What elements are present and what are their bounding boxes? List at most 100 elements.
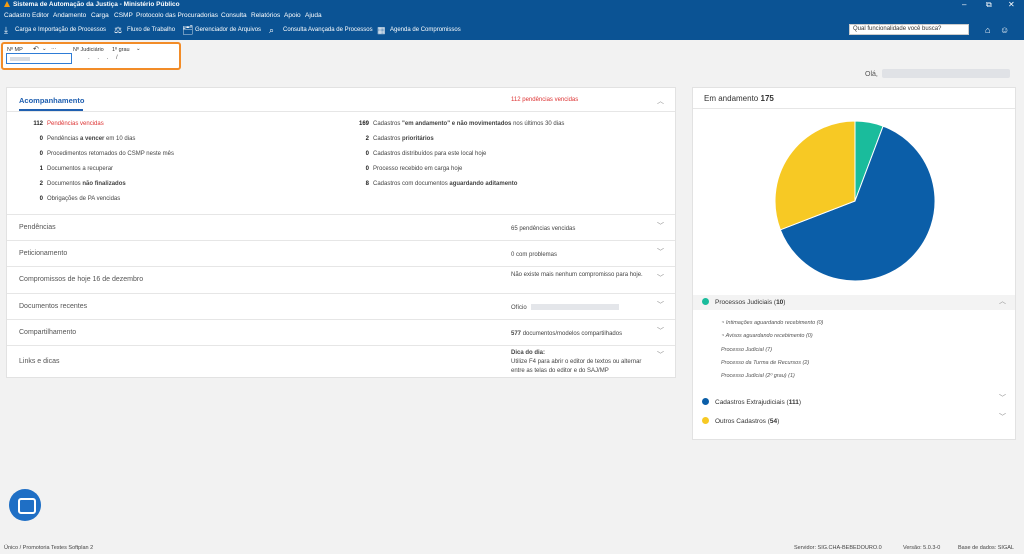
section-status: 65 pendências vencidas	[511, 226, 576, 232]
stat-right-2[interactable]: 0 Cadastros distribuídos para este local …	[359, 151, 487, 157]
undo-icon[interactable]: ↶	[33, 46, 39, 53]
stat-label: Cadastros "em andamento" e não movimenta…	[373, 121, 564, 127]
section-status: 0 com problemas	[511, 252, 558, 258]
stat-label: Obrigações de PA vencidas	[47, 196, 120, 202]
chevron-down-icon[interactable]: ⌄	[42, 46, 47, 52]
chevron-down-icon[interactable]: ﹀	[999, 395, 1006, 402]
stat-number: 0	[365, 151, 369, 157]
mp-number-value	[10, 57, 30, 61]
active-indicator	[19, 109, 83, 111]
chevron-down-icon[interactable]: ﹀	[657, 328, 664, 335]
menu-protocolo[interactable]: Protocolo das Procuradorias	[136, 12, 219, 19]
sub-segundo-grau[interactable]: Processo Judicial (2º grau) (1)	[721, 373, 795, 379]
menu-carga[interactable]: Carga	[91, 12, 109, 19]
greeting: Olá,	[865, 71, 878, 78]
close-icon[interactable]: ✕	[1008, 0, 1015, 9]
stat-text: Cadastros	[373, 136, 403, 142]
stat-number: 8	[365, 181, 369, 187]
search-input[interactable]: Qual funcionalidade você busca?	[849, 24, 969, 35]
menu-bar: Cadastro Editor Andamento Carga CSMP Pro…	[0, 10, 1024, 21]
section-documentos-recentes[interactable]: Documentos recentes Ofício ﹀	[7, 293, 675, 319]
section-compartilhamento[interactable]: Compartilhamento 577 documentos/modelos …	[7, 319, 675, 345]
menu-apoio[interactable]: Apoio	[284, 12, 301, 19]
panel-total: 175	[760, 94, 774, 103]
mp-number-input[interactable]	[6, 53, 72, 64]
stat-left-1[interactable]: 0 Pendências a vencer em 10 dias	[19, 136, 136, 142]
stat-right-3[interactable]: 0 Processo recebido em carga hoje	[359, 166, 463, 172]
chat-button[interactable]	[9, 489, 41, 521]
chevron-down-icon[interactable]: ﹀	[657, 223, 664, 230]
toolbar-arquivos[interactable]: Gerenciador de Arquivos	[195, 27, 262, 33]
chevron-down-icon[interactable]: ﹀	[657, 275, 664, 282]
legend-label: Outros Cadastros	[715, 418, 766, 425]
stat-left-4[interactable]: 2 Documentos não finalizados	[19, 181, 126, 187]
chevron-down-icon[interactable]: ﹀	[657, 352, 664, 359]
home-icon[interactable]: ⌂	[985, 25, 991, 35]
chevron-down-icon[interactable]: ﹀	[657, 249, 664, 256]
stat-label: Pendências a vencer em 10 dias	[47, 136, 135, 142]
section-compromissos[interactable]: Compromissos de hoje 16 de dezembro Não …	[7, 266, 675, 293]
section-pendencias[interactable]: Pendências 65 pendências vencidas ﹀	[7, 214, 675, 240]
stat-left-2[interactable]: 0 Procedimentos retornados do CSMP neste …	[19, 151, 174, 157]
mp-label: Nº MP	[7, 47, 23, 53]
stat-left-0[interactable]: 112 Pendências vencidas	[19, 121, 103, 127]
folder-icon[interactable]: 🗂	[182, 25, 194, 35]
chevron-down-icon[interactable]: ﹀	[999, 414, 1006, 421]
users-icon[interactable]: ☺	[1000, 25, 1010, 35]
stat-number: 2	[39, 181, 43, 187]
stat-text: Documentos	[47, 181, 83, 187]
stat-label: Procedimentos retornados do CSMP neste m…	[47, 151, 174, 157]
stat-label: Cadastros com documentos aguardando adit…	[373, 181, 517, 187]
calendar-icon[interactable]: ▦	[377, 25, 386, 35]
section-status: Ofício	[511, 304, 619, 313]
sub-avisos[interactable]: ◔ Avisos aguardando recebimento (0)	[721, 333, 813, 339]
sub-processo-judicial[interactable]: Processo Judicial (7)	[721, 347, 773, 353]
maximize-icon[interactable]: ⧉	[986, 0, 992, 9]
chevron-up-icon[interactable]: ︿	[999, 298, 1006, 305]
menu-csmp[interactable]: CSMP	[114, 12, 133, 19]
menu-andamento[interactable]: Andamento	[53, 12, 87, 19]
menu-consulta[interactable]: Consulta	[221, 12, 247, 19]
chevron-down-icon[interactable]: ﹀	[657, 302, 664, 309]
menu-relatorios[interactable]: Relatórios	[251, 12, 281, 19]
toolbar-carga[interactable]: Carga e Importação de Processos	[15, 27, 107, 33]
nj-number-input[interactable]: . . . /	[88, 55, 121, 61]
workflow-icon[interactable]: ⚖	[114, 25, 123, 35]
section-peticionamento[interactable]: Peticionamento 0 com problemas ﹀	[7, 240, 675, 266]
acompanhamento-header[interactable]: Acompanhamento 112 pendências vencidas ︿	[7, 88, 675, 112]
minimize-icon[interactable]: –	[962, 0, 967, 9]
section-links-dicas[interactable]: Links e dicas Dica do dia: Utilize F4 par…	[7, 345, 675, 379]
stat-text: Documentos a recuperar	[47, 166, 114, 172]
stat-emphasis: não finalizados	[82, 181, 126, 187]
stat-label: Processo recebido em carga hoje	[373, 166, 462, 172]
legend-cadastros-extrajudiciais[interactable]: Cadastros Extrajudiciais (111)	[702, 398, 801, 406]
sub-turma-recursos[interactable]: Processo da Turma de Recursos (2)	[721, 360, 810, 366]
grau-select[interactable]: 1º grau	[112, 47, 130, 53]
chevron-up-icon[interactable]: ︿	[657, 98, 664, 105]
toolbar-consulta[interactable]: Consulta Avançada de Processos	[283, 27, 373, 33]
stat-right-0[interactable]: 169 Cadastros "em andamento" e não movime…	[359, 121, 564, 127]
sub-intimacoes[interactable]: ◔ Intimações aguardando recebimento (0)	[721, 320, 824, 326]
stat-number: 2	[365, 136, 369, 142]
stat-number: 1	[39, 166, 43, 172]
more-icon[interactable]: …	[51, 45, 57, 51]
menu-editor[interactable]: Editor	[32, 12, 49, 19]
grau-chevron-icon[interactable]: ⌄	[136, 46, 141, 52]
section-title: Compartilhamento	[19, 329, 77, 336]
search-advanced-icon[interactable]: ⌕	[269, 25, 275, 35]
pie-slice-1[interactable]	[779, 125, 935, 281]
toolbar-fluxo[interactable]: Fluxo de Trabalho	[127, 27, 176, 33]
stat-left-5[interactable]: 0 Obrigações de PA vencidas	[19, 196, 121, 202]
stat-right-4[interactable]: 8 Cadastros com documentos aguardando adi…	[359, 181, 518, 187]
legend-processos-judiciais[interactable]: Processos Judiciais (10)	[702, 298, 785, 306]
menu-ajuda[interactable]: Ajuda	[305, 12, 322, 19]
stat-right-1[interactable]: 2 Cadastros prioritários	[359, 136, 434, 142]
toolbar-agenda[interactable]: Agenda de Compromissos	[390, 27, 461, 33]
download-icon[interactable]: ⤓	[4, 25, 8, 35]
menu-cadastro[interactable]: Cadastro	[4, 12, 31, 19]
legend-outros-cadastros[interactable]: Outros Cadastros (54)	[702, 417, 779, 425]
stat-left-3[interactable]: 1 Documentos a recuperar	[19, 166, 113, 172]
legend-dot	[702, 417, 709, 424]
document-name[interactable]	[530, 304, 619, 310]
pie-slice-2[interactable]	[775, 121, 856, 231]
